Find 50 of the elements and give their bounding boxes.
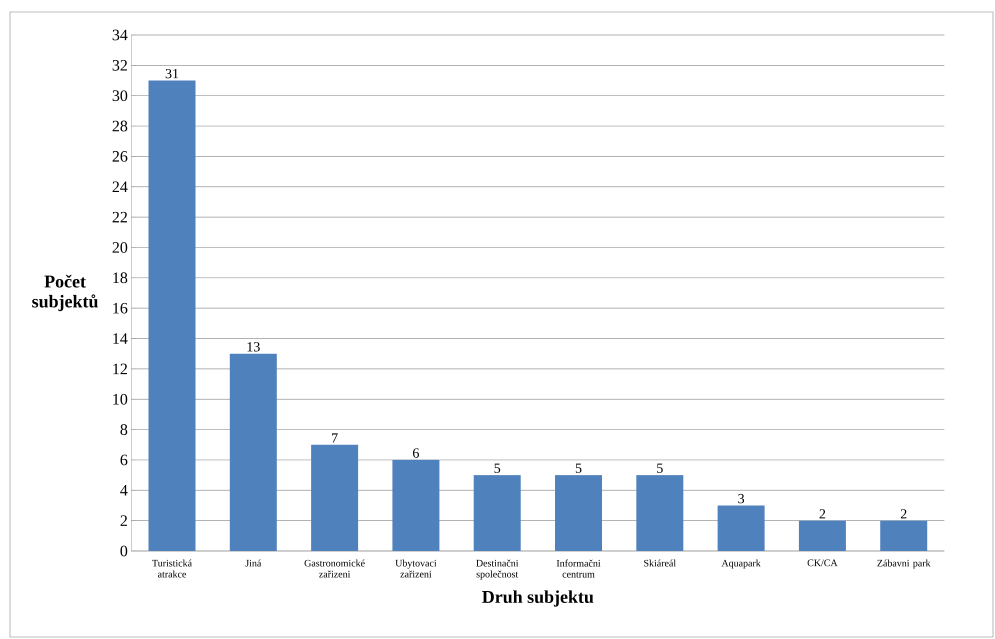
y-axis-title: Počet subjektů (32, 274, 98, 312)
y-tick-label: 8 (120, 424, 128, 435)
data-label: 7 (332, 433, 338, 443)
data-label: 2 (900, 509, 906, 518)
bar (311, 444, 358, 551)
bar (798, 520, 846, 551)
y-tick-label: 12 (113, 364, 127, 374)
bar (880, 520, 928, 551)
data-label: 31 (166, 68, 178, 78)
y-tick-label: 32 (112, 60, 127, 71)
bar (636, 475, 684, 551)
y-tick-label: 4 (120, 485, 128, 496)
x-tick-label: Skiáreál (644, 559, 676, 567)
x-tick-label: Ubytovaci zařizeni (395, 559, 436, 578)
x-tick-label: Destinačni společnost (476, 560, 518, 580)
y-tick-label: 16 (113, 302, 128, 314)
data-label: 3 (738, 494, 744, 504)
y-tick-label: 34 (112, 30, 128, 40)
x-tick-label: Aquapark (722, 559, 761, 569)
y-tick-label: 10 (113, 394, 128, 405)
data-label: 2 (820, 509, 826, 518)
y-tick-label: 26 (112, 151, 128, 162)
y-tick-label: 22 (112, 212, 127, 222)
y-tick-label: 6 (120, 454, 128, 466)
y-tick-label: 18 (113, 272, 128, 284)
data-label: 5 (657, 464, 663, 473)
x-tick-label: Zábavni park (877, 559, 931, 569)
y-tick-label: 2 (120, 515, 127, 526)
bar (718, 505, 765, 551)
y-tick-label: 0 (120, 546, 128, 556)
bar (392, 460, 440, 551)
x-tick-label: Gastronomické zařizeni (304, 559, 365, 578)
data-label: 5 (576, 464, 582, 473)
data-label: 5 (494, 464, 500, 473)
y-tick-label: 20 (112, 242, 128, 253)
x-axis-title: Druh subjektu (482, 590, 594, 607)
x-tick-label: CK/CA (808, 560, 838, 566)
x-tick-label: Turistická atrakce (152, 559, 192, 578)
bar (230, 354, 277, 551)
data-label: 6 (413, 448, 419, 458)
y-tick-label: 28 (112, 120, 128, 132)
data-label: 13 (248, 342, 260, 352)
y-tick-label: 14 (113, 333, 128, 344)
y-tick-label: 30 (112, 90, 128, 102)
x-tick-label: Informačni centrum (556, 560, 600, 578)
y-tick-label: 24 (112, 181, 128, 192)
bar (555, 475, 602, 551)
bar (474, 475, 521, 551)
bar (148, 80, 196, 551)
x-tick-label: Jiná (245, 559, 262, 567)
